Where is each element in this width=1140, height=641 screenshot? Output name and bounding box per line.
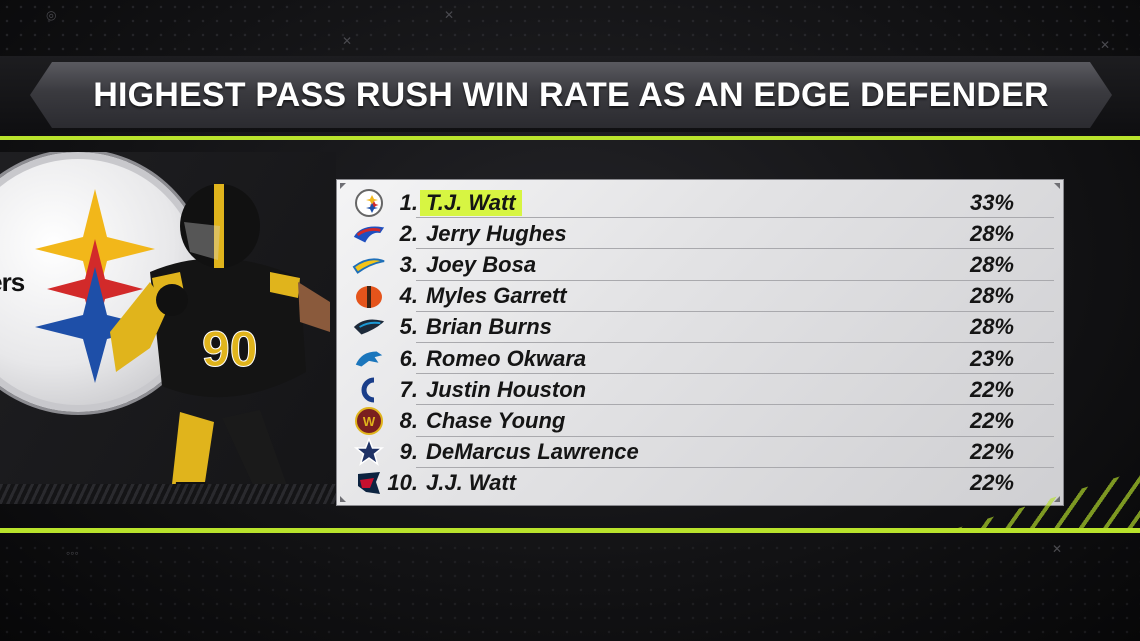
rank-number: 4. [399, 283, 418, 309]
win-rate-value: 28% [969, 251, 1014, 277]
row-divider [416, 435, 1054, 437]
table-row: 2. Jerry Hughes 28% [342, 218, 1058, 249]
row-divider [416, 279, 1054, 281]
win-rate-value: 22% [969, 376, 1014, 402]
dot-pattern-bottom [0, 541, 1140, 641]
win-rate-value: 28% [969, 283, 1014, 309]
table-row: 1. T.J. Watt 33% [342, 187, 1058, 218]
win-rate-value: 33% [969, 189, 1014, 215]
svg-text:W: W [363, 414, 376, 429]
win-rate-value: 22% [969, 470, 1014, 496]
table-row: 7. Justin Houston 22% [342, 374, 1058, 405]
win-rate-value: 23% [969, 345, 1014, 371]
decor-x-icon: ✕ [342, 34, 353, 48]
rank-number: 3. [399, 251, 418, 277]
player-name: Justin Houston [426, 376, 587, 402]
row-divider [416, 248, 1054, 250]
rank-number: 7. [399, 376, 418, 402]
player-name: Jerry Hughes [426, 220, 567, 246]
table-row: 4. Myles Garrett 28% [342, 281, 1058, 312]
accent-line-bottom [0, 528, 1140, 533]
table-row: 5. Brian Burns 28% [342, 312, 1058, 343]
player-name: Chase Young [426, 407, 566, 433]
steelers-logo-icon [352, 188, 386, 217]
chargers-logo-icon [352, 251, 386, 279]
player-name: Romeo Okwara [426, 345, 587, 371]
table-row: 3. Joey Bosa 28% [342, 249, 1058, 280]
jersey-number: 90 [202, 321, 258, 377]
rank-number: 5. [399, 314, 418, 340]
decor-x-icon: ✕ [1100, 38, 1111, 52]
corner-marker [340, 496, 346, 502]
dot-pattern-top [0, 0, 1140, 60]
decor-circle-icon: ◎ [46, 8, 57, 22]
row-divider [416, 217, 1054, 219]
browns-logo-icon [352, 282, 386, 310]
corner-marker [1054, 183, 1060, 189]
banner-plate [30, 62, 1112, 128]
bills-logo-icon [352, 220, 386, 248]
row-divider [416, 342, 1054, 343]
player-name: T.J. Watt [420, 189, 522, 216]
washington-logo-icon: W [352, 406, 386, 435]
win-rate-value: 28% [969, 314, 1014, 340]
team-image-panel: eelers 90 [0, 152, 336, 504]
table-row: W 8. Chase Young 22% [342, 405, 1058, 436]
player-name: Myles Garrett [426, 283, 567, 309]
win-rate-value: 22% [969, 407, 1014, 433]
row-divider [416, 310, 1054, 312]
page-title: HIGHEST PASS RUSH WIN RATE AS AN EDGE DE… [93, 75, 1049, 114]
player-name: Joey Bosa [426, 251, 537, 277]
row-divider [416, 373, 1054, 375]
leaderboard-table: 1. T.J. Watt 33% 2. Jerry Hughes 28% 3. Joey Bo… [336, 179, 1064, 506]
decor-x-icon: ✕ [1052, 542, 1063, 556]
rank-number: 1. [399, 189, 418, 215]
corner-marker [340, 183, 346, 189]
stripe-band [0, 484, 336, 504]
logo-wordmark: eelers [0, 267, 25, 297]
rank-number: 10. [387, 470, 418, 496]
rank-number: 9. [399, 439, 418, 465]
rank-number: 2. [399, 220, 418, 246]
cowboys-logo-icon [352, 437, 386, 466]
decor-x-icon: ✕ [444, 8, 455, 22]
rank-number: 8. [399, 407, 418, 433]
lions-logo-icon [352, 345, 386, 373]
player-name: DeMarcus Lawrence [426, 439, 639, 465]
table-row: 6. Romeo Okwara 23% [342, 343, 1058, 374]
rank-number: 6. [399, 345, 418, 371]
row-divider [416, 466, 1054, 468]
player-name: J.J. Watt [426, 470, 517, 496]
decor-dots-icon: ◦◦◦ [66, 546, 79, 560]
accent-line-top [0, 136, 1140, 140]
texans-logo-icon [352, 469, 386, 497]
win-rate-value: 28% [969, 220, 1014, 246]
colts-logo-icon [352, 376, 386, 404]
row-divider [416, 404, 1054, 406]
table-row: 10. J.J. Watt 22% [342, 468, 1058, 499]
panthers-logo-icon [352, 313, 386, 341]
win-rate-value: 22% [969, 439, 1014, 465]
table-row: 9. DeMarcus Lawrence 22% [342, 437, 1058, 468]
player-name: Brian Burns [426, 314, 552, 340]
title-banner: HIGHEST PASS RUSH WIN RATE AS AN EDGE DE… [0, 56, 1140, 140]
player-photo: 90 [110, 184, 330, 504]
